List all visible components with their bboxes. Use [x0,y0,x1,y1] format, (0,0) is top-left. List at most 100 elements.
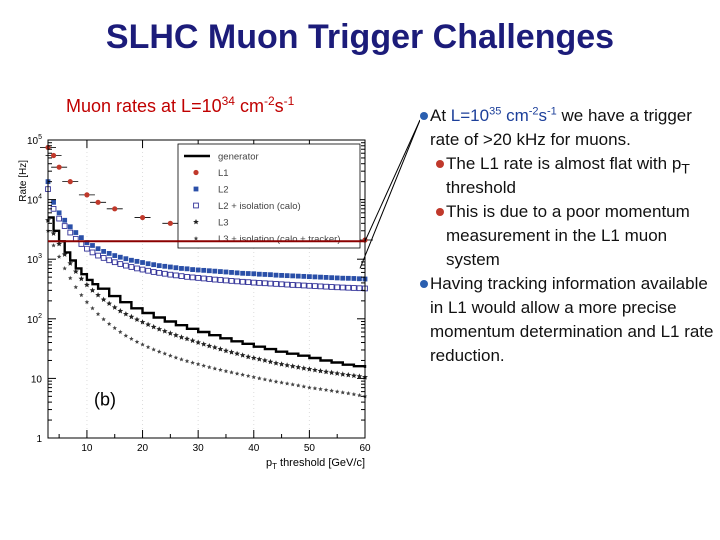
plot-frame [47,139,366,439]
data-point [101,249,107,254]
data-point [84,281,90,288]
data-point [334,284,341,291]
chart-legend: generator L1 L2 L2 + isolation (calo) L3 L3 +… [177,143,361,249]
legend-label: L1 [218,168,229,179]
data-point [334,370,340,376]
panel-label: (b) [94,390,116,410]
data-point [328,369,335,376]
data-point [62,217,68,223]
legend-label: generator [218,152,259,163]
data-point [223,368,229,374]
data-point [329,275,335,281]
data-point [218,269,223,274]
slide-title: SLHC Muon Trigger Challenges [105,18,615,56]
data-point [51,199,56,205]
bullet-item: At L=1035 cm-2s-1 we have a trigger rate… [420,104,720,152]
data-point [279,380,284,385]
data-point [173,265,179,271]
data-point [78,275,85,282]
legend-box [177,143,361,249]
annotation-layer: (b) [48,119,420,410]
data-point [179,357,184,362]
series-2 [45,179,368,282]
data-point [339,284,346,291]
data-point [296,383,301,388]
data-point [67,179,73,185]
legend-swatch [193,186,199,192]
data-point [156,326,163,332]
data-point [301,273,307,279]
legend-label: L2 + isolation (calo) [218,201,301,212]
legend-swatch [193,219,199,225]
data-point [84,299,90,305]
data-point [106,300,112,306]
data-point [184,335,190,342]
bullet-dot-icon [420,280,428,288]
data-point [111,304,118,310]
data-point [95,252,101,259]
bullet-dot-icon [436,160,444,168]
data-point [267,358,274,365]
data-point [84,192,90,198]
data-point [351,391,357,397]
data-point [61,251,68,257]
data-point [184,358,190,364]
data-point [212,366,218,371]
data-point [139,266,146,273]
data-point [290,273,296,279]
data-point [357,392,362,398]
data-point [228,278,235,284]
series-3 [45,186,368,292]
data-point [123,262,129,269]
muon-rate-chart: 1 10 102 103 104 105 10 20 30 40 50 60 Rate [Hz] pT t… [18,119,420,471]
plot-subtitle: Muon rates at L=1034 cm-2s-1 [66,94,295,116]
data-point [345,284,352,291]
data-point [173,272,179,279]
data-point [50,152,57,159]
data-point [178,273,185,279]
data-point [106,257,113,264]
data-point [351,372,357,379]
data-point [262,272,268,277]
data-point [106,321,112,326]
data-point [357,276,362,282]
data-point [179,266,184,271]
data-point [201,363,206,368]
data-point [345,372,352,378]
data-point [73,268,79,274]
data-point [189,274,196,281]
data-point [139,319,146,325]
y-tick-label: 102 [27,313,42,326]
data-point [167,220,173,226]
series-5 [45,228,368,399]
data-point [106,251,112,256]
data-point [312,274,318,280]
legend-label: L2 [218,185,229,196]
data-point [323,283,329,290]
data-point [140,342,145,347]
data-point [306,366,313,372]
data-point [167,330,174,336]
x-axis-label: pT threshold [GeV/c] [266,457,365,471]
data-point [134,339,140,344]
data-point [78,241,85,247]
data-point [251,374,257,380]
callout-line [364,119,420,242]
data-point [223,277,229,284]
x-tick-label: 30 [193,443,205,454]
data-point [173,355,179,360]
data-point [234,371,240,376]
data-point [217,346,224,352]
data-point [129,257,134,263]
data-point [345,275,351,281]
data-point [212,344,218,350]
data-point [95,292,101,298]
data-point [195,275,202,281]
data-point [267,280,274,287]
data-point [239,352,246,358]
data-point [278,281,285,288]
data-point [145,267,151,274]
y-axis-label: Rate [Hz] [18,160,29,202]
data-point [211,276,218,283]
data-point [356,373,363,379]
